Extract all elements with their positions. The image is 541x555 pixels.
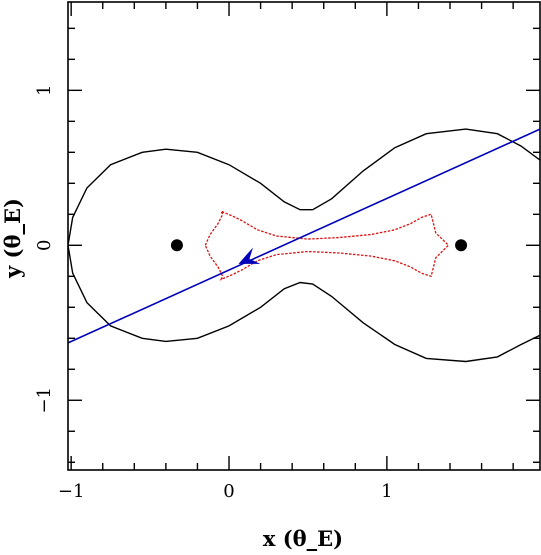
- y-tick-label-0: 0: [34, 240, 55, 251]
- plot-area: [68, 129, 540, 361]
- critical-curve-lower: [68, 245, 540, 361]
- lens-mass-1: [171, 239, 183, 251]
- y-tick-label-1: 1: [34, 85, 55, 96]
- x-tick-label-minus1: −1: [58, 481, 85, 502]
- x-axis-label: x (θ_E): [263, 526, 343, 551]
- source-trajectory-line: [68, 129, 540, 343]
- y-tick-label-minus1: −1: [34, 387, 55, 414]
- lens-mass-2: [455, 239, 467, 251]
- y-axis-label: y (θ_E): [0, 198, 25, 279]
- x-tick-label-1: 1: [381, 481, 392, 502]
- critical-curve-upper: [68, 129, 540, 245]
- x-tick-label-0: 0: [223, 481, 234, 502]
- trajectory-arrowhead: [238, 247, 260, 263]
- caustic-curve: [205, 211, 448, 279]
